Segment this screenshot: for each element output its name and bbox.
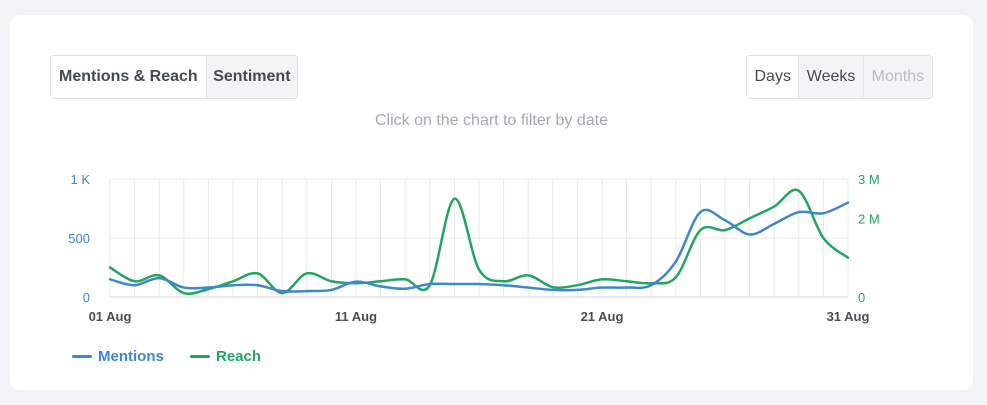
- x-tick-label: 31 Aug: [827, 309, 870, 324]
- data-point-mentions[interactable]: [301, 285, 313, 297]
- data-point-mentions[interactable]: [473, 278, 485, 290]
- data-point-reach[interactable]: [744, 212, 756, 224]
- data-point-mentions[interactable]: [670, 256, 682, 268]
- y-right-tick-label: 3 M: [858, 172, 880, 187]
- data-point-mentions[interactable]: [448, 278, 460, 290]
- view-toggle: Mentions & Reach Sentiment: [50, 55, 298, 99]
- data-point-mentions[interactable]: [227, 279, 239, 291]
- data-point-mentions[interactable]: [645, 279, 657, 291]
- data-point-reach[interactable]: [670, 271, 682, 283]
- y-right-tick-label: 0: [858, 290, 865, 305]
- data-point-reach[interactable]: [301, 267, 313, 279]
- x-tick-label: 01 Aug: [89, 309, 132, 324]
- data-point-mentions[interactable]: [793, 206, 805, 218]
- data-point-mentions[interactable]: [547, 284, 559, 296]
- data-point-mentions[interactable]: [424, 278, 436, 290]
- data-point-mentions[interactable]: [178, 282, 190, 294]
- data-point-reach[interactable]: [473, 263, 485, 275]
- data-point-mentions[interactable]: [252, 279, 264, 291]
- data-point-reach[interactable]: [793, 185, 805, 197]
- mentions-reach-chart[interactable]: 0 500 1 K 0 2 M 3 M 01 Aug 11 Aug 21 Aug 31 Aug: [10, 15, 973, 390]
- reach-legend-swatch: [190, 355, 210, 358]
- data-point-mentions[interactable]: [621, 282, 633, 294]
- data-point-reach[interactable]: [694, 224, 706, 236]
- data-point-mentions[interactable]: [129, 279, 141, 291]
- x-tick-label: 21 Aug: [581, 309, 624, 324]
- data-point-mentions[interactable]: [325, 284, 337, 296]
- data-point-mentions[interactable]: [768, 218, 780, 230]
- legend-reach-label: Reach: [216, 348, 262, 365]
- y-right-tick-label: 2 M: [858, 211, 880, 226]
- data-point-mentions[interactable]: [522, 282, 534, 294]
- tab-sentiment[interactable]: Sentiment: [205, 56, 297, 98]
- period-months-button: Months: [862, 56, 932, 98]
- data-point-mentions[interactable]: [153, 272, 165, 284]
- legend-item-mentions[interactable]: Mentions: [72, 348, 164, 365]
- data-point-reach[interactable]: [522, 269, 534, 281]
- data-point-mentions[interactable]: [399, 283, 411, 295]
- data-point-reach[interactable]: [842, 252, 854, 264]
- data-point-mentions[interactable]: [104, 273, 116, 285]
- legend-item-reach[interactable]: Reach: [190, 348, 261, 365]
- data-point-mentions[interactable]: [375, 280, 387, 292]
- period-toggle: Days Weeks Months: [746, 55, 933, 99]
- data-point-mentions[interactable]: [498, 279, 510, 291]
- tab-mentions-reach[interactable]: Mentions & Reach: [51, 56, 206, 98]
- data-point-mentions[interactable]: [276, 285, 288, 297]
- data-point-mentions[interactable]: [350, 276, 362, 288]
- y-left-tick-label: 500: [68, 231, 90, 246]
- series-line-mentions[interactable]: [108, 201, 850, 293]
- period-weeks-button[interactable]: Weeks: [798, 56, 863, 98]
- mentions-legend-swatch: [72, 355, 92, 358]
- data-point-mentions[interactable]: [744, 228, 756, 240]
- y-left-tick-label: 0: [83, 290, 90, 305]
- chart-axes: 0 500 1 K 0 2 M 3 M 01 Aug 11 Aug 21 Aug 31 Aug: [68, 172, 879, 324]
- series-line-reach[interactable]: [108, 188, 850, 295]
- data-point-reach[interactable]: [252, 267, 264, 279]
- data-point-reach[interactable]: [817, 232, 829, 244]
- chart-hint: Click on the chart to filter by date: [375, 112, 608, 129]
- data-point-mentions[interactable]: [719, 214, 731, 226]
- data-point-reach[interactable]: [448, 193, 460, 205]
- data-point-reach[interactable]: [768, 201, 780, 213]
- data-point-mentions[interactable]: [842, 197, 854, 209]
- chart-series[interactable]: [104, 185, 854, 299]
- chart-card: Mentions & Reach Sentiment Days Weeks Mo…: [10, 15, 973, 390]
- data-point-mentions[interactable]: [202, 282, 214, 294]
- period-days-button[interactable]: Days: [747, 56, 799, 98]
- legend-mentions-label: Mentions: [98, 348, 164, 365]
- data-point-mentions[interactable]: [571, 284, 583, 296]
- x-tick-label: 11 Aug: [335, 309, 377, 324]
- data-point-mentions[interactable]: [817, 207, 829, 219]
- data-point-mentions[interactable]: [694, 206, 706, 218]
- data-point-reach[interactable]: [104, 262, 116, 274]
- data-point-mentions[interactable]: [596, 282, 608, 294]
- y-left-tick-label: 1 K: [70, 172, 90, 187]
